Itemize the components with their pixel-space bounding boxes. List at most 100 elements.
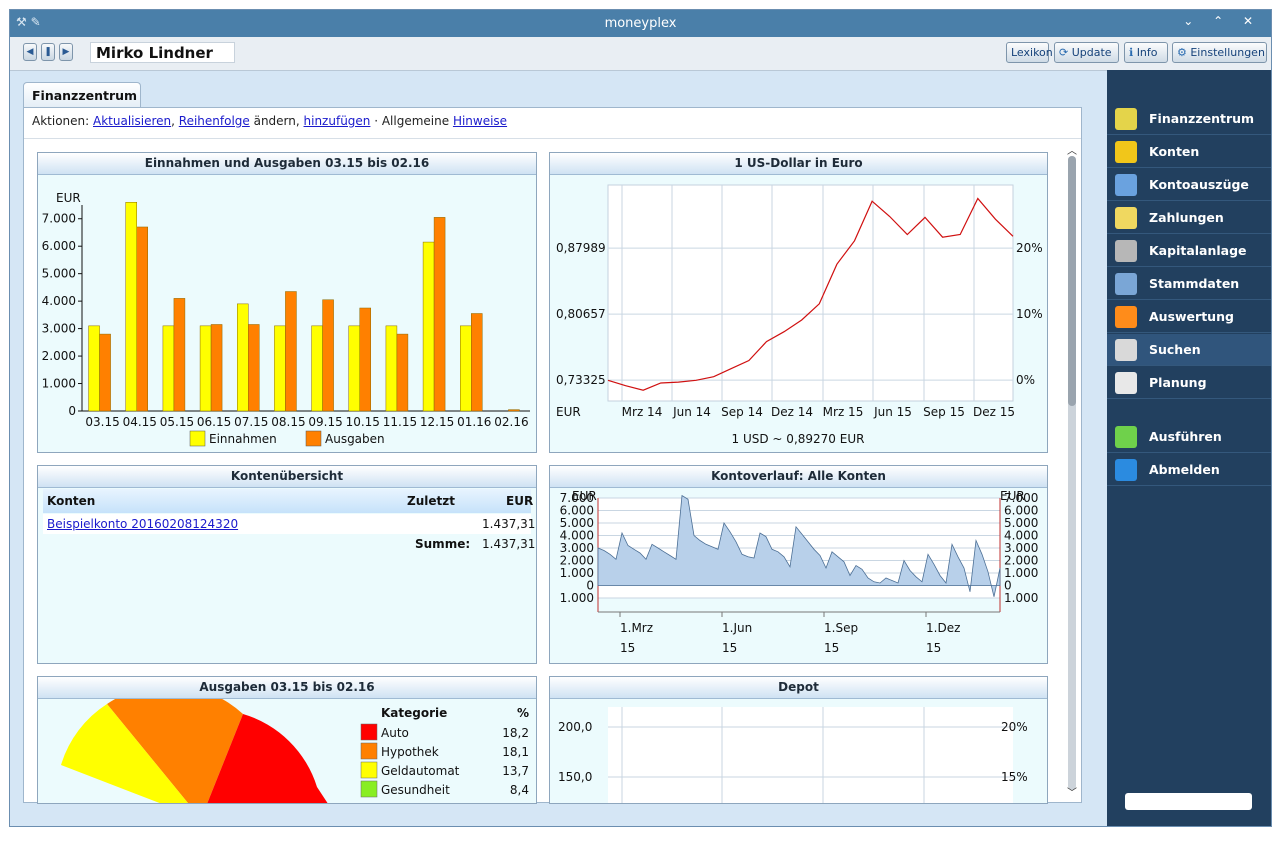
window-menu-icon[interactable]: ⚒ ✎ bbox=[16, 15, 41, 29]
back-button[interactable]: ◀ bbox=[23, 43, 37, 61]
y-tick-label: 5.000 bbox=[560, 516, 594, 530]
y-tick-label: 1.000 bbox=[560, 591, 594, 605]
y2-tick-label: 4.000 bbox=[1004, 529, 1038, 543]
verlauf-panel: Kontoverlauf: Alle Konten 1.000 1.000 0 0 1.… bbox=[549, 465, 1048, 664]
x-tick-label: Dez 14 bbox=[771, 405, 813, 419]
sidebar-item-finanzzentrum[interactable]: Finanzzentrum bbox=[1107, 103, 1271, 135]
sidebar-item-label: Konten bbox=[1149, 144, 1200, 159]
x-tick-label: Sep 14 bbox=[721, 405, 763, 419]
title-bar: ⚒ ✎ moneyplex ⌄ ⌃ ✕ bbox=[10, 10, 1271, 37]
x-tick-label: 11.15 bbox=[383, 415, 417, 429]
binder-icon bbox=[1115, 174, 1137, 196]
bar-einnahmen bbox=[125, 202, 137, 412]
bar-ausgaben bbox=[322, 299, 334, 412]
vertical-scrollbar[interactable]: ︿ ﹀ bbox=[1065, 144, 1079, 799]
y-tick-label: 3.000 bbox=[560, 541, 594, 555]
actions-label: Aktionen: bbox=[32, 114, 93, 128]
tab-finanzzentrum[interactable]: Finanzzentrum bbox=[23, 82, 141, 108]
user-name-field[interactable]: Mirko Lindner bbox=[90, 42, 235, 63]
magnifier-icon bbox=[1115, 339, 1137, 361]
x-tick-label: 05.15 bbox=[160, 415, 194, 429]
toolbar: ◀ ❚ ▶ Mirko Lindner Lexikon ⟳ Update ℹ I… bbox=[10, 37, 1271, 71]
info-button[interactable]: ℹ Info bbox=[1124, 42, 1168, 63]
sidebar: Finanzzentrum Konten Kontoauszüge Zahlungen… bbox=[1107, 70, 1271, 826]
bar-ausgaben bbox=[99, 333, 111, 412]
sidebar-item-label: Finanzzentrum bbox=[1149, 111, 1255, 126]
bar-einnahmen bbox=[311, 325, 323, 412]
sidebar-item-label: Abmelden bbox=[1149, 462, 1220, 477]
y2-tick-label: 2.000 bbox=[1004, 554, 1038, 568]
sidebar-item-label: Suchen bbox=[1149, 342, 1201, 357]
y2-tick-label: 10% bbox=[1016, 307, 1043, 321]
x-tick-label: 1.Sep bbox=[824, 621, 858, 635]
sidebar-item-abmelden[interactable]: Abmelden bbox=[1107, 454, 1271, 486]
x-tick-label: 10.15 bbox=[346, 415, 380, 429]
settings-button[interactable]: ⚙ Einstellungen bbox=[1172, 42, 1267, 63]
lexikon-button[interactable]: Lexikon bbox=[1006, 42, 1053, 63]
y2-tick-label: 20% bbox=[1001, 720, 1028, 734]
sidebar-item-label: Planung bbox=[1149, 375, 1207, 390]
pause-button[interactable]: ❚ bbox=[41, 43, 55, 61]
add-link[interactable]: hinzufügen bbox=[303, 114, 371, 128]
update-button[interactable]: ⟳ Update bbox=[1054, 42, 1119, 63]
account-name[interactable]: Beispielkonto 20160208124320 bbox=[47, 517, 239, 531]
y-axis-label: EUR bbox=[556, 405, 581, 419]
window-controls[interactable]: ⌄ ⌃ ✕ bbox=[1183, 14, 1261, 28]
bar-ausgaben bbox=[285, 291, 297, 412]
gear-icon: ⚙ bbox=[1177, 46, 1191, 59]
x-tick-label: Mrz 15 bbox=[823, 405, 864, 419]
konten-header-row bbox=[43, 489, 531, 513]
y2-tick-label: 0% bbox=[1016, 373, 1035, 387]
ausgaben-chart: Kategorie % Auto 18,2 Hypothek 18,1 Geldautoma… bbox=[61, 699, 529, 803]
depot-panel: Depot 200,0 20% 150,0 15% bbox=[549, 676, 1048, 804]
order-link[interactable]: Reihenfolge bbox=[178, 114, 250, 128]
info-label: Info bbox=[1136, 46, 1158, 59]
legend-swatch bbox=[360, 780, 378, 798]
sidebar-item-suchen[interactable]: Suchen bbox=[1107, 334, 1271, 366]
hints-link[interactable]: Hinweise bbox=[452, 114, 508, 128]
sidebar-item-zahlungen[interactable]: Zahlungen bbox=[1107, 202, 1271, 234]
x-tick-label: Dez 15 bbox=[973, 405, 1015, 419]
pie-slice-hypothek bbox=[107, 699, 243, 803]
forward-button[interactable]: ▶ bbox=[59, 43, 73, 61]
sidebar-search-input[interactable] bbox=[1125, 793, 1252, 810]
bar-einnahmen bbox=[274, 325, 286, 412]
x-tick-label: 12.15 bbox=[420, 415, 454, 429]
x-tick-label: 1.Mrz bbox=[620, 621, 653, 635]
verlauf-title: Kontoverlauf: Alle Konten bbox=[550, 466, 1047, 488]
sidebar-item-planung[interactable]: Planung bbox=[1107, 367, 1271, 399]
account-link[interactable]: Beispielkonto 20160208124320 bbox=[47, 517, 238, 531]
y-tick-label: 0 bbox=[68, 404, 76, 418]
refresh-link[interactable]: Aktualisieren bbox=[93, 114, 172, 128]
legend-label: Ausgaben bbox=[325, 432, 385, 446]
table-row bbox=[43, 514, 531, 534]
sidebar-item-konten[interactable]: Konten bbox=[1107, 136, 1271, 168]
scroll-track[interactable] bbox=[1068, 156, 1076, 790]
konten-title: Kontenübersicht bbox=[38, 466, 536, 488]
x-tick-label: Jun 15 bbox=[873, 405, 912, 419]
sum-value: 1.437,31 bbox=[482, 537, 536, 551]
income-expense-chart: EUR 0 1.000 2.000 3.000 4.000 5.000 6.000 7.000 0… bbox=[42, 191, 530, 447]
y2-tick-label: 1.000 bbox=[1004, 566, 1038, 580]
y-tick-label: 3.000 bbox=[42, 322, 76, 336]
sidebar-item-stammdaten[interactable]: Stammdaten bbox=[1107, 268, 1271, 300]
sidebar-item-ausf-hren[interactable]: Ausführen bbox=[1107, 421, 1271, 453]
scroll-down-icon[interactable]: ﹀ bbox=[1067, 788, 1077, 799]
y2-tick-label: 5.000 bbox=[1004, 516, 1038, 530]
sidebar-item-auswertung[interactable]: Auswertung bbox=[1107, 301, 1271, 333]
sidebar-item-kapitalanlage[interactable]: Kapitalanlage bbox=[1107, 235, 1271, 267]
bar-einnahmen bbox=[348, 325, 360, 412]
x-tick-label: 1.Dez bbox=[926, 621, 960, 635]
legend-header-kategorie: Kategorie bbox=[381, 706, 447, 720]
actions-sep: , bbox=[171, 114, 179, 128]
sidebar-item-kontoausz-ge[interactable]: Kontoauszüge bbox=[1107, 169, 1271, 201]
y2-tick-label: 7.000 bbox=[1004, 491, 1038, 505]
y-tick-label: 6.000 bbox=[560, 504, 594, 518]
y-tick-label: 6.000 bbox=[42, 239, 76, 253]
x-tick-label: 08.15 bbox=[271, 415, 305, 429]
legend-swatch bbox=[360, 761, 378, 779]
scroll-up-icon[interactable]: ︿ bbox=[1067, 146, 1077, 157]
sync-icon: ⟳ bbox=[1059, 46, 1072, 59]
scroll-thumb[interactable] bbox=[1068, 156, 1076, 406]
